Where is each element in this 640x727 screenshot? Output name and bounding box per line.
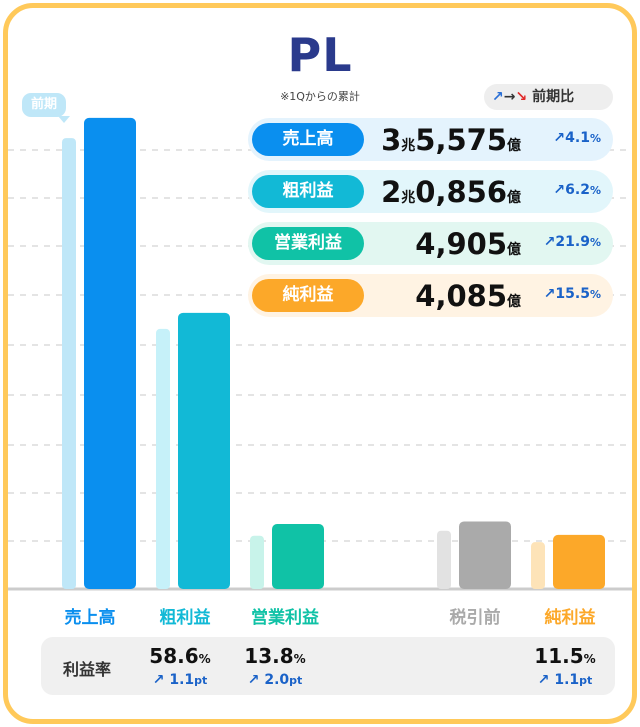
summary-change: ↗6.2% (553, 182, 601, 198)
bar-prev-net (531, 542, 545, 589)
margin-label: 利益率 (63, 660, 112, 679)
margin-change: ↗ 1.1pt (152, 672, 208, 688)
margin-value: 11.5% (534, 644, 596, 668)
bar-prev-op (250, 535, 264, 589)
previous-period-badge: 前期 (22, 93, 70, 123)
x-label-pretax: 税引前 (449, 608, 501, 628)
x-label-gross: 粗利益 (159, 608, 211, 628)
up-arrow-icon: ↗ (537, 672, 555, 688)
up-arrow-icon: ↗ (247, 672, 265, 688)
right-arrow-icon: → (503, 89, 516, 105)
x-label-sales: 売上高 (64, 608, 116, 628)
summary-row: 売上高 3兆5,575億 ↗4.1% (248, 118, 613, 161)
summary-label: 売上高 (252, 123, 364, 156)
bar-prev-pretax (437, 530, 451, 589)
page-title: PL (287, 28, 353, 82)
summary-change: ↗15.5% (543, 286, 601, 302)
bar-current-net (553, 534, 605, 589)
up-arrow-icon: ↗ (152, 672, 170, 688)
bar-prev-gross (156, 328, 170, 589)
summary-value: 2兆0,856億 (381, 175, 521, 209)
summary-value: 3兆5,575億 (381, 123, 521, 157)
summary-label: 営業利益 (252, 227, 364, 260)
bar-current-pretax (459, 521, 511, 589)
bar-current-gross (178, 312, 230, 589)
summary-label: 純利益 (252, 279, 364, 312)
margin-change: ↗ 2.0pt (247, 672, 303, 688)
up-arrow-icon: ↗ (553, 182, 566, 198)
x-label-net: 純利益 (544, 608, 596, 628)
margin-value: 13.8% (244, 644, 306, 668)
change-legend-label: 前期比 (532, 89, 575, 105)
margin-change: ↗ 1.1pt (537, 672, 593, 688)
margin-panel (41, 637, 615, 695)
change-legend: ↗→↘ 前期比 (484, 84, 613, 110)
summary-row: 粗利益 2兆0,856億 ↗6.2% (248, 170, 613, 213)
up-arrow-icon: ↗ (492, 89, 504, 105)
summary-change: ↗4.1% (553, 130, 601, 146)
up-arrow-icon: ↗ (543, 286, 556, 302)
margin-value: 58.6% (149, 644, 211, 668)
down-arrow-icon: ↘ (515, 89, 528, 105)
bar-current-sales (84, 117, 136, 589)
summary-value: 4,905億 (415, 227, 521, 261)
summary-change: ↗21.9% (543, 234, 601, 250)
bar-prev-sales (62, 138, 76, 589)
summary-row: 純利益 4,085億 ↗15.5% (248, 274, 613, 317)
x-label-op: 営業利益 (251, 608, 319, 628)
up-arrow-icon: ↗ (543, 234, 556, 250)
summary-label: 粗利益 (252, 175, 364, 208)
bar-current-op (272, 524, 324, 589)
summary-value: 4,085億 (415, 279, 521, 313)
summary-row: 営業利益 4,905億 ↗21.9% (248, 222, 613, 265)
up-arrow-icon: ↗ (553, 130, 566, 146)
page-subtitle: ※1Qからの累計 (280, 90, 360, 103)
